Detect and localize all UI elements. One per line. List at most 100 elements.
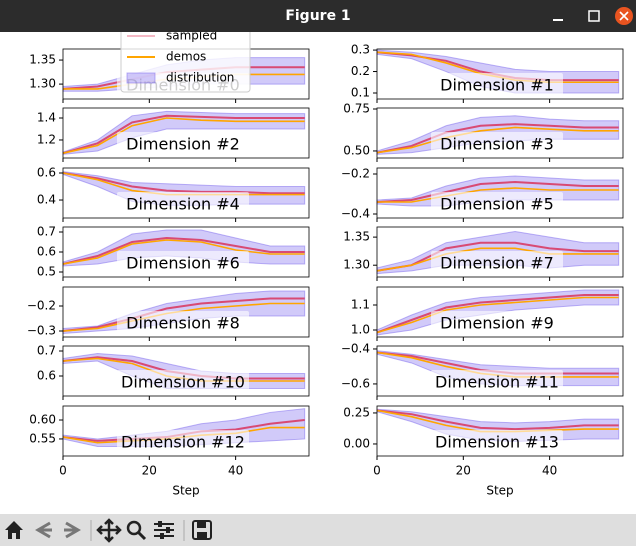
y-tick-label: −0.4 [341,207,370,221]
y-tick-label: 0.55 [29,431,56,445]
annotation: Dimension #13 [435,433,559,452]
axes-frame [62,167,310,219]
forward-button[interactable] [64,521,81,539]
x-axis-label: Step [486,484,513,498]
y-tick-label: 0.1 [351,85,370,99]
annotation-box [117,132,249,156]
demos-line [376,126,619,154]
window-title: Figure 1 [285,8,351,24]
y-tick-label: 1.35 [343,230,370,244]
y-tick-label: −0.6 [341,376,370,390]
y-tick-label: −0.2 [27,299,56,313]
y-tick-label: 0.75 [343,102,370,116]
x-tick-label: 40 [228,464,243,478]
sampled-line [376,409,619,431]
sampled-line [62,172,305,195]
demos-line [377,187,619,203]
axes-frame [62,107,310,159]
x-tick-label: 20 [142,464,157,478]
pan-button[interactable] [96,518,122,543]
y-tick-label: 0.50 [343,143,370,157]
legend-label: demos [166,50,206,64]
y-tick-label: 1.2 [37,132,56,146]
y-tick-label: 0.2 [351,64,370,78]
legend-label: distribution [166,71,234,85]
legend-box [120,32,251,93]
sampled-line [62,114,305,155]
back-button[interactable] [35,521,52,539]
y-tick-label: 0.60 [29,413,56,427]
x-tick-label: 40 [542,464,557,478]
annotation: Dimension #7 [440,254,554,273]
annotation-box [431,132,563,156]
y-tick-label: 0.5 [37,265,56,279]
annotation: Dimension #3 [440,135,554,154]
demos-line [62,239,305,265]
axes-frame [62,345,310,397]
annotation: Dimension #9 [440,314,554,333]
x-tick-label: 20 [456,464,471,478]
y-tick-label: 1.30 [29,77,56,91]
configure-button[interactable] [154,521,174,539]
sampled-line [376,294,619,334]
y-tick-label: 0.25 [343,405,370,419]
axes-frame [376,286,624,338]
y-tick-label: −0.3 [27,324,56,338]
annotation: Dimension #8 [126,314,240,333]
sampled-line [376,123,619,154]
y-tick-label: 0.6 [37,369,56,383]
y-tick-label: 0.7 [37,225,56,239]
axes-frame [376,48,624,100]
annotation-box [117,311,249,335]
y-tick-label: 1.35 [29,53,56,67]
maximize-button[interactable] [588,10,600,22]
demos-line [62,117,305,154]
annotation: Dimension #4 [126,195,240,214]
annotation: Dimension #6 [126,254,240,273]
annotation-box [431,370,563,394]
toolbar-icons [5,518,212,543]
x-tick-label: 0 [373,464,381,478]
axes-frame [376,167,624,219]
x-tick-label: 0 [59,464,67,478]
annotation-box [431,73,563,97]
annotation-box [431,192,563,216]
y-tick-label: 0.6 [37,245,56,259]
sampled-line [62,236,305,265]
y-tick-label: 1.1 [351,298,370,312]
sampled-line [62,297,305,332]
y-tick-label: 0.3 [351,43,370,57]
annotation: Dimension #12 [121,433,245,452]
demos-line [376,296,619,334]
axes-frame [62,405,310,457]
y-tick-label: −0.4 [341,341,370,355]
x-axis-label: Step [172,484,199,498]
annotation-box [117,430,249,454]
demos-line [376,247,619,272]
y-tick-label: 1.4 [37,111,56,125]
annotation: Dimension #11 [435,373,559,392]
axes-frame [62,286,310,338]
axes-frame [376,345,624,397]
zoom-button[interactable] [126,520,147,541]
save-button[interactable] [192,520,212,540]
annotation: Dimension #5 [440,195,554,214]
annotation-box [117,192,249,216]
y-tick-label: −0.2 [341,167,370,181]
axes-frame [376,107,624,159]
legend-swatch [126,72,156,84]
y-tick-label: 0.00 [343,436,370,450]
y-tick-label: 0.4 [37,193,56,207]
home-button[interactable] [5,521,23,539]
annotation: Dimension #1 [440,76,554,95]
axes-frame [376,226,624,278]
legend-label: sampled [166,32,217,43]
axes-frame [376,405,624,457]
annotation-box [431,251,563,275]
annotation-box [431,311,563,335]
y-tick-label: 1.0 [351,323,370,337]
sampled-line [376,241,619,272]
close-button[interactable] [615,7,633,25]
